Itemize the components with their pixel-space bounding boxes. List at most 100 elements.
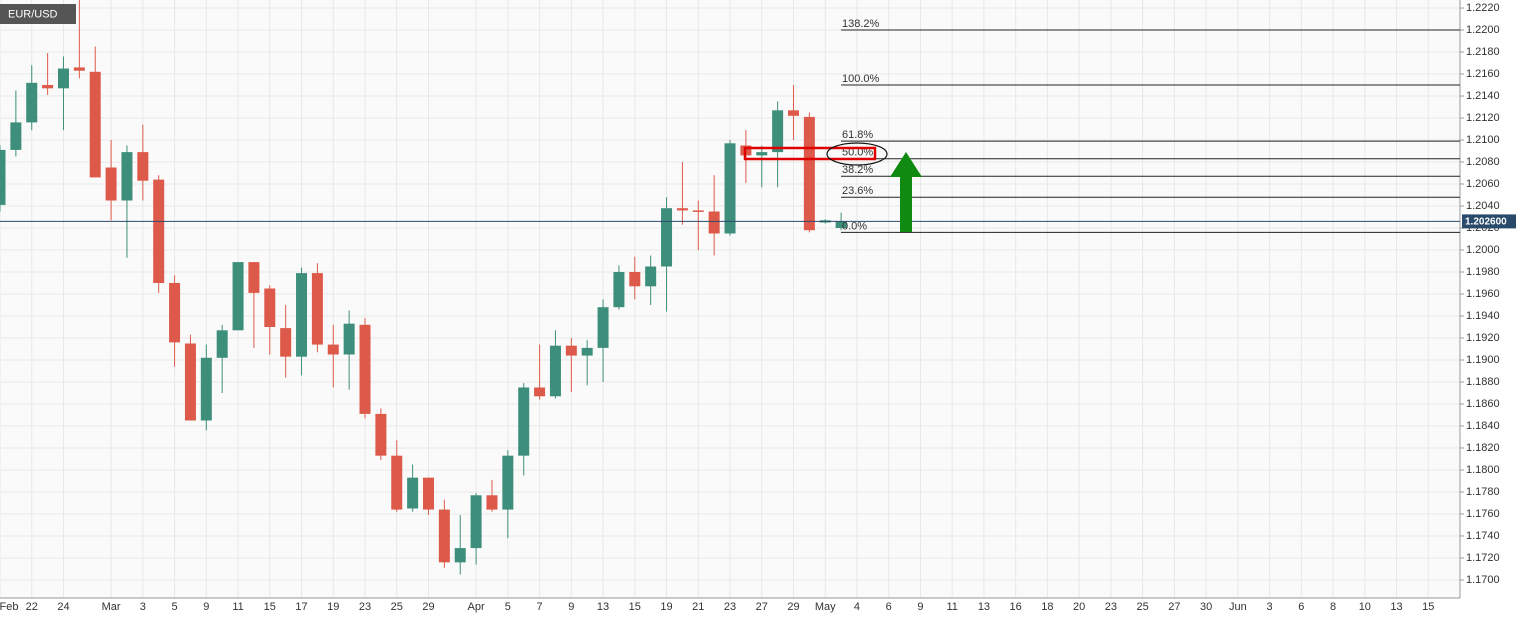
x-tick-label: 27 <box>756 601 768 613</box>
x-tick-label: Jun <box>1229 601 1247 613</box>
candle-body <box>184 343 196 421</box>
candle-body <box>391 455 403 510</box>
x-tick-label: 5 <box>172 601 178 613</box>
candle-body <box>756 152 768 156</box>
candle-body <box>407 477 419 509</box>
x-tick-label: 29 <box>422 601 434 613</box>
candle-body <box>200 357 212 421</box>
x-tick-label: 9 <box>917 601 923 613</box>
x-tick-label: 11 <box>232 601 243 613</box>
candle-body <box>264 288 276 327</box>
x-tick-label: 16 <box>1010 601 1022 613</box>
candle-body <box>296 273 308 357</box>
candle-body <box>422 477 434 510</box>
x-tick-label: 5 <box>505 601 511 613</box>
x-tick-label: 3 <box>1267 601 1273 613</box>
fib-level-label: 23.6% <box>842 185 873 197</box>
candle-body <box>581 347 593 356</box>
x-tick-label: 17 <box>295 601 307 613</box>
symbol-label: EUR/USD <box>8 8 58 20</box>
candle-body <box>692 210 704 212</box>
x-tick-label: 18 <box>1041 601 1053 613</box>
fib-level-label: 0.0% <box>842 220 867 232</box>
x-tick-label: 21 <box>692 601 704 613</box>
x-tick-label: 15 <box>1422 601 1434 613</box>
candle-body <box>613 271 625 308</box>
fib-level-label: 38.2% <box>842 164 873 176</box>
fib-level-label: 138.2% <box>842 18 880 30</box>
y-tick-label: 1.1840 <box>1466 420 1500 432</box>
x-tick-label: May <box>815 601 836 613</box>
x-tick-label: 20 <box>1073 601 1085 613</box>
candle-body <box>502 455 514 510</box>
candle-body <box>26 82 38 123</box>
x-tick-label: 23 <box>724 601 736 613</box>
y-tick-label: 1.1780 <box>1466 486 1500 498</box>
x-tick-label: 7 <box>537 601 543 613</box>
y-tick-label: 1.2140 <box>1466 90 1500 102</box>
y-tick-label: 1.2160 <box>1466 68 1500 80</box>
candle-body <box>57 68 69 89</box>
candle-body <box>359 324 371 414</box>
candle-body <box>327 344 339 355</box>
y-tick-label: 1.2120 <box>1466 112 1500 124</box>
candle-body <box>105 167 117 201</box>
y-tick-label: 1.1760 <box>1466 508 1500 520</box>
y-tick-label: 1.1960 <box>1466 288 1500 300</box>
symbol-badge <box>0 4 76 24</box>
candle-body <box>486 495 498 510</box>
y-tick-label: 1.1720 <box>1466 552 1500 564</box>
x-tick-label: 15 <box>629 601 641 613</box>
candle-body <box>438 509 450 563</box>
y-tick-label: 1.1900 <box>1466 354 1500 366</box>
candle-body <box>89 71 101 178</box>
y-tick-label: 1.1800 <box>1466 464 1500 476</box>
x-tick-label: 19 <box>327 601 339 613</box>
candle-body <box>708 211 720 234</box>
candle-body <box>10 122 22 150</box>
x-tick-label: 6 <box>886 601 892 613</box>
candle-body <box>343 323 355 355</box>
y-tick-label: 1.1940 <box>1466 310 1500 322</box>
x-tick-label: 9 <box>568 601 574 613</box>
candle-body <box>534 387 546 397</box>
x-tick-label: 30 <box>1200 601 1212 613</box>
y-tick-label: 1.2200 <box>1466 24 1500 36</box>
x-tick-label: Feb <box>0 601 18 613</box>
candle-body <box>661 208 673 267</box>
x-tick-label: 9 <box>203 601 209 613</box>
y-tick-label: 1.1980 <box>1466 266 1500 278</box>
y-tick-label: 1.1920 <box>1466 332 1500 344</box>
y-tick-label: 1.1740 <box>1466 530 1500 542</box>
y-tick-label: 1.2080 <box>1466 156 1500 168</box>
x-tick-label: 13 <box>978 601 990 613</box>
up-arrow <box>890 152 922 232</box>
x-tick-label: 23 <box>359 601 371 613</box>
x-tick-label: 13 <box>1390 601 1402 613</box>
candle-body <box>0 149 6 205</box>
y-tick-label: 1.2180 <box>1466 46 1500 58</box>
y-tick-label: 1.1700 <box>1466 574 1500 586</box>
x-tick-label: 10 <box>1359 601 1371 613</box>
x-tick-label: Apr <box>468 601 485 613</box>
x-tick-label: 27 <box>1168 601 1180 613</box>
y-tick-label: 1.2000 <box>1466 244 1500 256</box>
candle-body <box>565 345 577 356</box>
y-tick-label: 1.2220 <box>1466 2 1500 14</box>
candle-body <box>311 273 323 345</box>
x-tick-label: 6 <box>1298 601 1304 613</box>
candle-body <box>629 271 641 287</box>
y-tick-label: 1.1880 <box>1466 376 1500 388</box>
candle-body <box>676 208 688 211</box>
x-tick-label: 11 <box>946 601 957 613</box>
y-tick-label: 1.2060 <box>1466 178 1500 190</box>
candle-body <box>549 345 561 397</box>
x-tick-label: 19 <box>660 601 672 613</box>
x-tick-label: 25 <box>1137 601 1149 613</box>
fib-level-label: 50.0% <box>842 147 873 159</box>
x-tick-label: 29 <box>787 601 799 613</box>
candle-body <box>216 330 228 358</box>
candle-body <box>597 307 609 348</box>
fib-level-label: 61.8% <box>842 129 873 141</box>
